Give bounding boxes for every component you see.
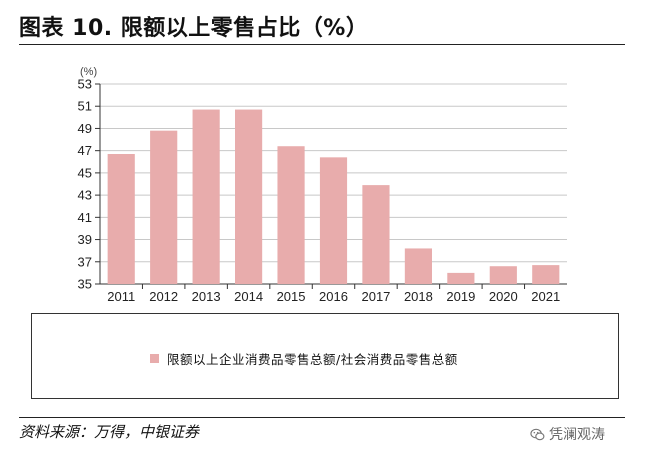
y-tick-label: 53 bbox=[78, 77, 92, 92]
y-tick-label: 35 bbox=[78, 277, 92, 292]
x-tick-label: 2013 bbox=[192, 289, 221, 304]
legend-label: 限额以上企业消费品零售总额/社会消费品零售总额 bbox=[167, 352, 458, 367]
bar-2016 bbox=[319, 157, 348, 284]
bar-2011 bbox=[107, 154, 135, 284]
legend-swatch bbox=[150, 354, 159, 363]
y-axis-ticks: 35 37 39 41 43 45 47 49 51 53 bbox=[78, 77, 100, 292]
watermark-label: 凭澜观涛 bbox=[549, 427, 605, 443]
bar-2015 bbox=[277, 146, 305, 284]
y-tick-label: 49 bbox=[78, 121, 92, 136]
x-tick-label: 2011 bbox=[107, 289, 135, 304]
y-unit-label: (%) bbox=[80, 66, 97, 78]
x-tick-label: 2015 bbox=[277, 289, 306, 304]
bar-2014 bbox=[235, 109, 263, 284]
bar-2021 bbox=[532, 265, 560, 284]
legend-box: 限额以上企业消费品零售总额/社会消费品零售总额 bbox=[31, 313, 619, 399]
x-tick-label: 2012 bbox=[149, 289, 178, 304]
bar-2020 bbox=[489, 266, 517, 284]
bar-2017 bbox=[362, 185, 390, 284]
bar-2019 bbox=[447, 272, 475, 284]
title-divider bbox=[19, 44, 625, 45]
y-tick-label: 39 bbox=[78, 232, 92, 247]
x-axis-ticks: 2011 2012 2013 2014 2015 2016 2017 2018 2019 2020… bbox=[107, 284, 560, 304]
x-tick-label: 2018 bbox=[404, 289, 433, 304]
chart-title: 图表 10. 限额以上零售占比（%） bbox=[19, 16, 369, 41]
bar-2018 bbox=[404, 248, 432, 284]
y-tick-label: 37 bbox=[78, 254, 92, 269]
watermark: 凭澜观涛 bbox=[530, 424, 605, 444]
bars bbox=[107, 109, 560, 284]
y-tick-label: 45 bbox=[78, 165, 92, 180]
source-note: 资料来源：万得，中银证券 bbox=[19, 423, 200, 441]
gridlines bbox=[99, 83, 567, 285]
x-tick-label: 2014 bbox=[234, 289, 263, 304]
x-tick-label: 2017 bbox=[361, 289, 390, 304]
footer-divider bbox=[19, 417, 625, 418]
bar-2013 bbox=[192, 109, 220, 284]
y-tick-label: 41 bbox=[78, 210, 92, 225]
y-tick-label: 43 bbox=[78, 188, 92, 203]
legend-item: 限额以上企业消费品零售总额/社会消费品零售总额 bbox=[150, 349, 458, 368]
bar-2012 bbox=[150, 130, 178, 284]
x-tick-label: 2019 bbox=[446, 289, 475, 304]
x-tick-label: 2021 bbox=[531, 289, 560, 304]
wechat-icon bbox=[530, 428, 545, 440]
x-tick-label: 2016 bbox=[319, 289, 348, 304]
y-tick-label: 47 bbox=[78, 143, 92, 158]
x-tick-label: 2020 bbox=[489, 289, 518, 304]
y-tick-label: 51 bbox=[78, 99, 92, 114]
